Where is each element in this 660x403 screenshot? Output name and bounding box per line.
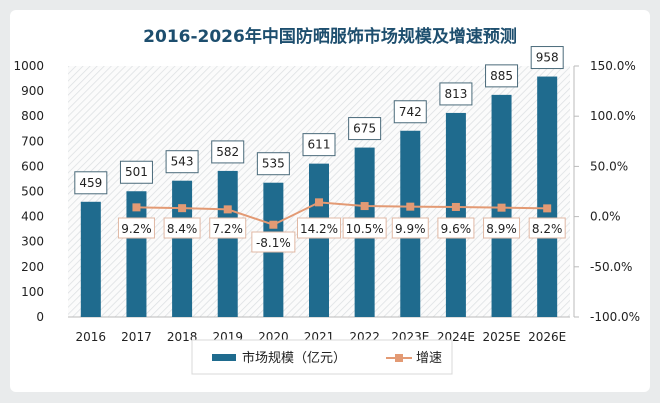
bar	[80, 201, 101, 317]
growth-value-label: 9.6%	[441, 222, 472, 236]
bar-value-label: 885	[490, 69, 513, 83]
growth-value-box	[437, 217, 475, 239]
right-tick-label: 150.0%	[590, 59, 636, 73]
bar-value-label: 742	[399, 105, 422, 119]
growth-line	[136, 201, 548, 226]
bar-value-box	[348, 117, 382, 141]
left-tick-label: 500	[21, 185, 44, 199]
growth-value-label: 9.2%	[121, 222, 152, 236]
growth-marker	[360, 202, 369, 211]
chart-title: 2016-2026年中国防晒服饰市场规模及增速预测	[143, 26, 517, 47]
growth-marker	[315, 198, 323, 207]
growth-value-box	[483, 217, 521, 239]
bar-value-box	[165, 150, 199, 174]
legend-bar-swatch	[212, 354, 236, 361]
growth-value-label: 8.9%	[486, 222, 517, 236]
growth-value-box	[297, 217, 341, 239]
growth-value-box	[209, 217, 247, 239]
bar	[217, 170, 238, 317]
x-tick-label: 2016	[76, 330, 107, 344]
growth-marker	[497, 203, 506, 212]
bar-value-label: 582	[216, 145, 239, 159]
bar-value-label: 611	[308, 138, 331, 152]
growth-marker	[178, 204, 187, 213]
bar-value-label: 459	[79, 176, 102, 190]
growth-value-box	[391, 217, 429, 239]
bar-value-label: 675	[353, 122, 376, 136]
growth-value-box	[163, 217, 201, 239]
x-tick-label: 2025E	[482, 330, 520, 344]
bar	[537, 76, 558, 318]
left-tick-label: 0	[36, 310, 44, 324]
growth-value-box	[342, 217, 387, 239]
right-tick-label: 0.0%	[590, 210, 621, 224]
legend: 市场规模（亿元） 增速	[191, 339, 453, 375]
left-tick-label: 1000	[13, 59, 44, 73]
left-tick-label: 200	[21, 260, 44, 274]
bar-value-box	[393, 100, 427, 124]
left-tick-label: 700	[21, 134, 44, 148]
bar-value-box	[211, 140, 245, 164]
legend-bar-label: 市场规模（亿元）	[242, 350, 346, 366]
growth-marker	[132, 203, 141, 212]
left-tick-label: 900	[21, 84, 44, 98]
bar-value-box	[256, 152, 290, 176]
bar-value-label: 501	[125, 165, 148, 179]
bar-value-box	[302, 133, 336, 157]
left-tick-label: 400	[21, 210, 44, 224]
x-tick-label: 2026E	[528, 330, 566, 344]
bar-value-box	[74, 171, 108, 195]
left-tick-label: 800	[21, 109, 44, 123]
x-tick-label: 2018	[167, 330, 198, 344]
x-tick-label: 2017	[121, 330, 152, 344]
growth-value-box	[117, 217, 155, 239]
legend-line-marker	[395, 354, 403, 362]
left-tick-label: 300	[21, 235, 44, 249]
right-tick-label: -100.0%	[590, 310, 640, 324]
left-tick-label: 600	[21, 159, 44, 173]
right-tick-label: 100.0%	[590, 109, 636, 123]
growth-value-label: 8.4%	[167, 222, 198, 236]
right-tick-label: -50.0%	[590, 260, 632, 274]
right-tick-label: 50.0%	[590, 159, 628, 173]
growth-value-box	[251, 231, 296, 253]
bar	[445, 112, 466, 317]
growth-marker	[269, 220, 278, 229]
bar-value-label: 958	[536, 51, 559, 65]
bar-value-box	[119, 160, 153, 184]
growth-marker	[543, 204, 552, 213]
growth-value-label: 8.2%	[532, 222, 563, 236]
growth-marker	[223, 205, 232, 214]
growth-marker	[451, 202, 460, 211]
bar-value-label: 813	[444, 87, 467, 101]
growth-value-box	[528, 217, 566, 239]
bar-value-box	[485, 64, 519, 88]
left-tick-label: 100	[21, 285, 44, 299]
bar	[172, 180, 193, 317]
growth-value-label: 14.2%	[300, 222, 338, 236]
bar-value-label: 535	[262, 157, 285, 171]
bar	[309, 163, 329, 317]
growth-value-label: 10.5%	[346, 222, 384, 236]
legend-line-label: 增速	[416, 351, 442, 366]
bar-value-box	[530, 46, 564, 70]
growth-value-label: -8.1%	[256, 236, 291, 250]
bar-value-label: 543	[171, 155, 194, 169]
growth-marker	[406, 202, 415, 211]
growth-value-label: 7.2%	[212, 222, 243, 236]
growth-value-label: 9.9%	[395, 222, 426, 236]
bar-value-box	[439, 82, 473, 106]
